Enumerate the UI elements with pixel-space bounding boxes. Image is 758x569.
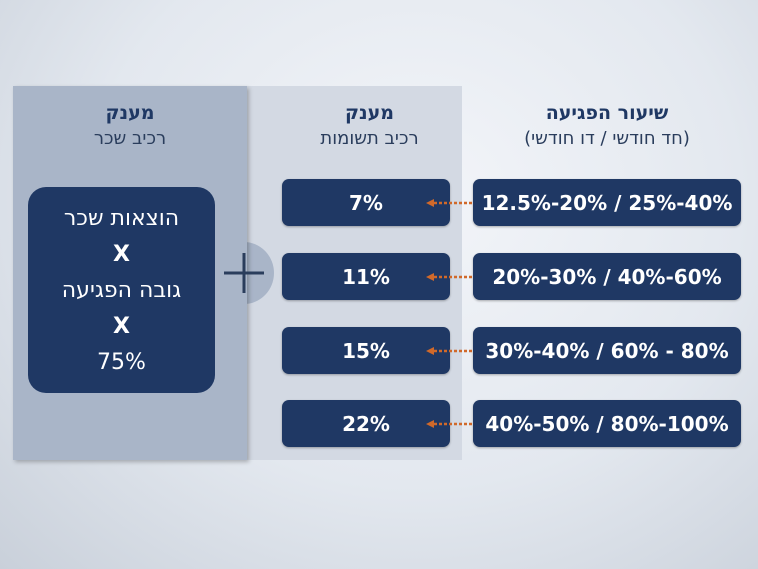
inputs-header-title: מענק bbox=[344, 102, 394, 124]
damage-rate-box: 12.5%-20% / 25%-40% bbox=[473, 179, 741, 226]
salary-header-subtitle: רכיב שכר bbox=[93, 128, 167, 149]
damage-rate-title: שיעור הפגיעה bbox=[545, 102, 669, 124]
damage-rate-box: 30%-40% / 60% - 80% bbox=[473, 327, 741, 374]
dotted-arrow-left-icon bbox=[426, 199, 473, 207]
grant-percent-box: 15% bbox=[282, 327, 450, 374]
damage-rate-box: 40%-50% / 80%-100% bbox=[473, 400, 741, 447]
inputs-header-subtitle: רכיב תשומות bbox=[320, 128, 419, 149]
damage-rate-header: שיעור הפגיעה (חד חודשי / דו חודשי) bbox=[473, 100, 741, 152]
dotted-arrow-left-icon bbox=[426, 347, 473, 355]
formula-multiply-1: X bbox=[113, 242, 130, 267]
damage-rate-range: 40%-50% / 80%-100% bbox=[485, 411, 729, 436]
grant-percent-box: 11% bbox=[282, 253, 450, 300]
damage-rate-range: 30%-40% / 60% - 80% bbox=[485, 338, 729, 363]
damage-rate-range: 20%-30% / 40%-60% bbox=[492, 264, 722, 289]
inputs-component-header: מענק רכיב תשומות bbox=[262, 100, 477, 152]
salary-component-header: מענק רכיב שכר bbox=[13, 100, 247, 152]
plus-icon bbox=[224, 253, 264, 293]
salary-formula-box: הוצאות שכר X גובה הפגיעה X 75% bbox=[28, 187, 215, 393]
formula-multiply-2: X bbox=[113, 314, 130, 339]
grant-percent: 15% bbox=[342, 338, 390, 363]
formula-line-2: גובה הפגיעה bbox=[61, 278, 182, 303]
dotted-arrow-left-icon bbox=[426, 273, 473, 281]
grant-percent: 11% bbox=[342, 264, 390, 289]
damage-rate-subtitle: (חד חודשי / דו חודשי) bbox=[524, 128, 690, 149]
formula-line-1: הוצאות שכר bbox=[63, 206, 180, 231]
dotted-arrow-left-icon bbox=[426, 420, 473, 428]
grant-percent: 7% bbox=[349, 190, 383, 215]
grant-percent-box: 22% bbox=[282, 400, 450, 447]
grant-percent: 22% bbox=[342, 411, 390, 436]
grant-percent-box: 7% bbox=[282, 179, 450, 226]
damage-rate-box: 20%-30% / 40%-60% bbox=[473, 253, 741, 300]
salary-header-title: מענק bbox=[105, 102, 155, 124]
damage-rate-range: 12.5%-20% / 25%-40% bbox=[481, 190, 733, 215]
formula-line-3: 75% bbox=[97, 350, 146, 375]
